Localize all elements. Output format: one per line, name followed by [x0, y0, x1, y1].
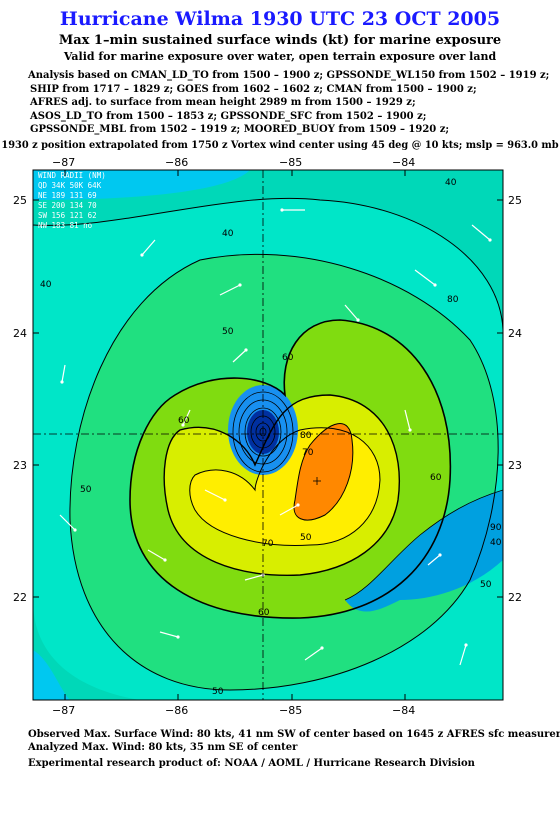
map-subtitle-2: Valid for marine exposure over water, op… [63, 50, 497, 63]
region-30kt [33, 170, 250, 200]
contour-label: 40 [40, 280, 52, 290]
arrowheads [60, 208, 492, 650]
wind-arrows [59, 209, 491, 666]
contour-label: 70 [262, 539, 274, 549]
analysis-line: AFRES adj. to surface from mean height 2… [30, 97, 416, 108]
analysis-line: ASOS_LD_TO from 1500 – 1853 z; GPSSONDE_… [30, 110, 427, 122]
contour-label: 60 [430, 473, 442, 483]
lon-label-bottom: −84 [392, 704, 415, 717]
contour-label: 90 [490, 523, 502, 533]
wind-radii-row: NE 189 131 69 [38, 191, 97, 200]
center-crosshair [33, 170, 503, 700]
lat-label-left: 25 [13, 194, 27, 207]
experimental-credit: Experimental research product of: NOAA /… [28, 758, 475, 769]
observed-line: Observed Max. Surface Wind: 80 kts, 41 n… [28, 729, 560, 740]
contour-label: 50 [480, 580, 492, 590]
contour-label: 80 [447, 295, 459, 305]
contour-label: 60 [178, 416, 190, 426]
lat-label-left: 22 [13, 591, 27, 604]
contour-labels: 40 40 50 50 60 60 60 70 70 80 80 60 50 5… [40, 178, 502, 697]
lat-label-left: 24 [13, 327, 27, 340]
lon-label-bottom: −87 [52, 704, 75, 717]
contour-label: 50 [212, 687, 224, 697]
lat-label-right: 24 [508, 327, 522, 340]
contour-label: 70 [302, 448, 314, 458]
contour-label: 40 [445, 178, 457, 188]
wind-radii-box: WIND RADII (NM) QD 34K 50K 64K NE 189 13… [38, 171, 106, 230]
map-subtitle: Max 1–min sustained surface winds (kt) f… [58, 33, 502, 48]
map-frame [32, 169, 504, 701]
analysis-line: Analysis based on CMAN_LD_TO from 1500 –… [28, 70, 550, 81]
lat-label-left: 23 [13, 459, 27, 472]
lon-label-top: −85 [279, 156, 302, 169]
wind-radii-row: SW 156 121 62 [38, 211, 97, 220]
wind-radii-row: QD 34K 50K 64K [38, 181, 102, 190]
axis-ticks [33, 170, 503, 700]
observed-max-wind: Observed Max. Surface Wind: 80 kts, 41 n… [28, 728, 560, 754]
contour-label: 80 [300, 431, 312, 441]
map-title: Hurricane Wilma 1930 UTC 23 OCT 2005 [59, 8, 501, 30]
contour-label: 40 [490, 538, 502, 548]
lon-label-top: −87 [52, 156, 75, 169]
position-note: 1930 z position extrapolated from 1750 z… [1, 140, 559, 151]
contour-label: 40 [222, 229, 234, 239]
lat-label-right: 23 [508, 459, 522, 472]
contour-label: 60 [258, 608, 270, 618]
wind-radii-row: SE 200 134 70 [38, 201, 97, 210]
wind-radii-row: NW 183 81 no [38, 221, 93, 230]
contour-label: 60 [282, 353, 294, 363]
lat-label-right: 25 [508, 194, 522, 207]
contour-label: 50 [80, 485, 92, 495]
lat-label-right: 22 [508, 591, 522, 604]
contour-label: 50 [300, 533, 312, 543]
land-peninsula [345, 490, 503, 612]
contour-label: 50 [222, 327, 234, 337]
region-30kt [33, 650, 70, 700]
lon-label-bottom: −85 [279, 704, 302, 717]
lon-label-bottom: −86 [165, 704, 188, 717]
analyzed-line: Analyzed Max. Wind: 80 kts, 35 nm SE of … [28, 742, 298, 753]
analysis-line: GPSSONDE_MBL from 1502 – 1919 z; MOORED_… [30, 124, 450, 135]
contour-lines [33, 197, 503, 691]
max-wind-marker [313, 477, 321, 485]
analysis-sources: Analysis based on CMAN_LD_TO from 1500 –… [28, 69, 553, 137]
lon-label-top: −84 [392, 156, 415, 169]
wind-radii-header: WIND RADII (NM) [38, 171, 106, 180]
lon-label-top: −86 [165, 156, 188, 169]
analysis-line: SHIP from 1717 – 1829 z; GOES from 1602 … [30, 83, 477, 95]
wind-contour-field: 40 40 50 50 60 60 60 70 70 80 80 60 50 5… [33, 170, 503, 700]
